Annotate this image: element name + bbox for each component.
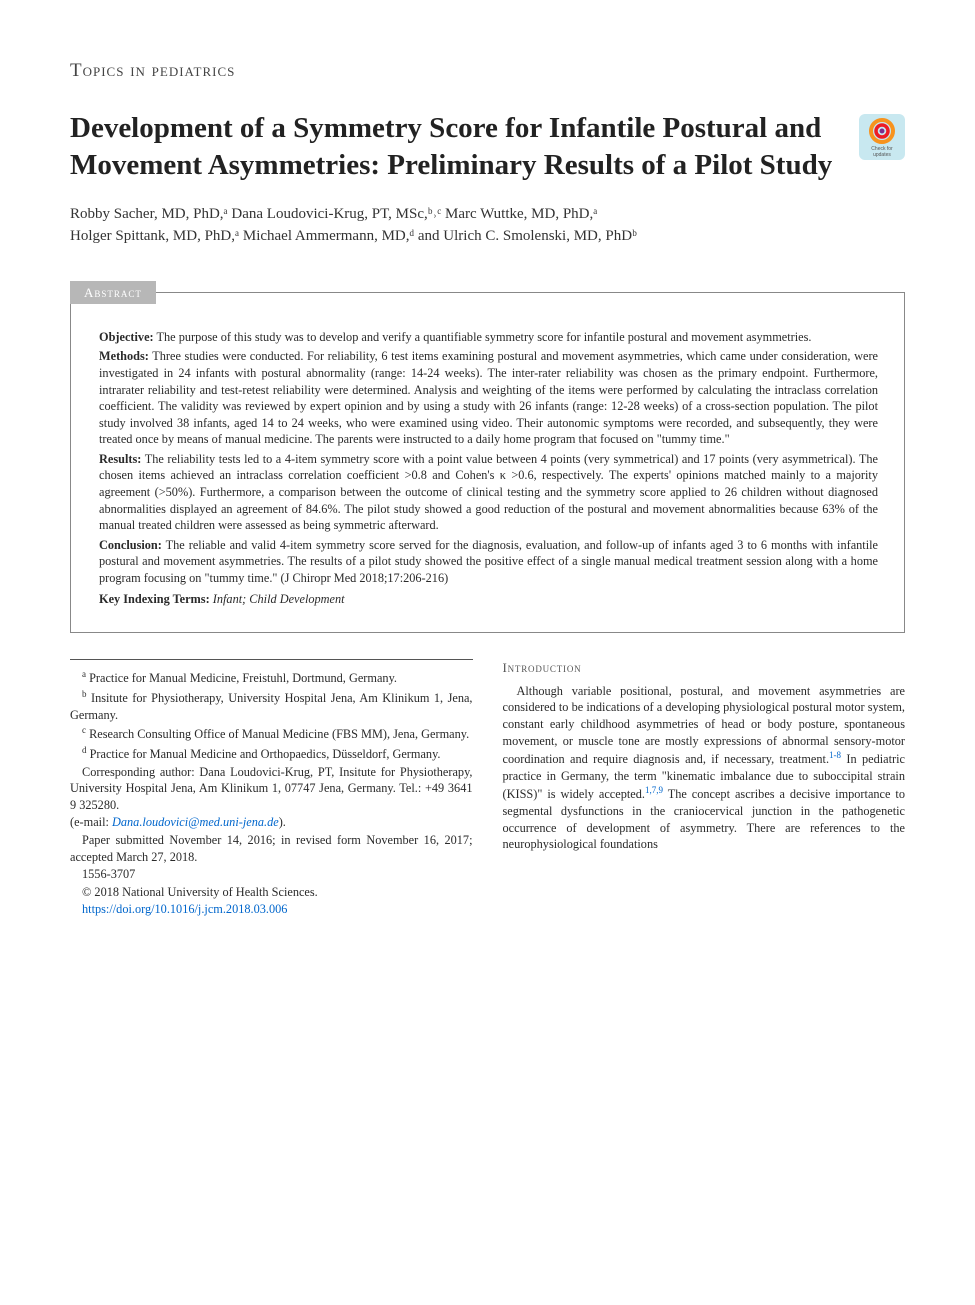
email-close: ). [279,815,286,829]
email-label: (e-mail: [70,815,112,829]
introduction-heading: Introduction [503,659,906,677]
authors-block: Robby Sacher, MD, PhD,ᵃ Dana Loudovici-K… [70,204,905,248]
affiliation-b: b Insitute for Physiotherapy, University… [70,688,473,723]
abstract-tab-label: Abstract [70,281,156,305]
conclusion-text: The reliable and valid 4-item symmetry s… [99,538,878,585]
abstract-results: Results: The reliability tests led to a … [99,451,878,534]
copyright: © 2018 National University of Health Sci… [70,884,473,901]
affiliation-c: c Research Consulting Office of Manual M… [70,724,473,743]
doi-link[interactable]: https://doi.org/10.1016/j.jcm.2018.03.00… [82,902,287,916]
email-link[interactable]: Dana.loudovici@med.uni-jena.de [112,815,279,829]
submission-dates: Paper submitted November 14, 2016; in re… [70,832,473,865]
results-label: Results: [99,452,141,466]
abstract-box: Abstract Objective: The purpose of this … [70,292,905,634]
results-text: The reliability tests led to a 4-item sy… [99,452,878,532]
methods-text: Three studies were conducted. For reliab… [99,349,878,446]
affiliation-d: d Practice for Manual Medicine and Ortho… [70,744,473,763]
aff-b-text: Insitute for Physiotherapy, University H… [70,691,473,722]
conclusion-label: Conclusion: [99,538,162,552]
section-label: Topics in pediatrics [70,60,905,82]
article-title: Development of a Symmetry Score for Infa… [70,110,839,184]
methods-label: Methods: [99,349,149,363]
citation-ref-1[interactable]: 1-8 [829,750,841,760]
introduction-column: Introduction Although variable positiona… [503,659,906,919]
aff-c-text: Research Consulting Office of Manual Med… [89,727,469,741]
citation-ref-2[interactable]: 1,7,9 [645,785,663,795]
introduction-body: Although variable positional, postural, … [503,683,906,853]
key-indexing-terms: Key Indexing Terms: Infant; Child Develo… [99,591,878,608]
key-label: Key Indexing Terms: [99,592,210,606]
aff-a-text: Practice for Manual Medicine, Freistuhl,… [89,671,397,685]
authors-line-2: Holger Spittank, MD, PhD,ᵃ Michael Ammer… [70,226,905,248]
lower-columns: a Practice for Manual Medicine, Freistuh… [70,659,905,919]
issn: 1556-3707 [70,866,473,883]
abstract-methods: Methods: Three studies were conducted. F… [99,348,878,448]
authors-line-1: Robby Sacher, MD, PhD,ᵃ Dana Loudovici-K… [70,204,905,226]
corresponding-author: Corresponding author: Dana Loudovici-Kru… [70,764,473,814]
abstract-conclusion: Conclusion: The reliable and valid 4-ite… [99,537,878,587]
objective-text: The purpose of this study was to develop… [157,330,812,344]
aff-d-text: Practice for Manual Medicine and Orthopa… [90,747,441,761]
title-row: Development of a Symmetry Score for Infa… [70,110,905,204]
doi-line: https://doi.org/10.1016/j.jcm.2018.03.00… [70,901,473,918]
key-terms-value: Infant; Child Development [213,592,345,606]
check-updates-icon[interactable]: Check for updates [859,114,905,160]
affiliation-a: a Practice for Manual Medicine, Freistuh… [70,668,473,687]
abstract-objective: Objective: The purpose of this study was… [99,329,878,346]
email-line: (e-mail: Dana.loudovici@med.uni-jena.de)… [70,814,473,831]
objective-label: Objective: [99,330,154,344]
footnotes-column: a Practice for Manual Medicine, Freistuh… [70,659,473,919]
svg-text:updates: updates [873,152,891,158]
